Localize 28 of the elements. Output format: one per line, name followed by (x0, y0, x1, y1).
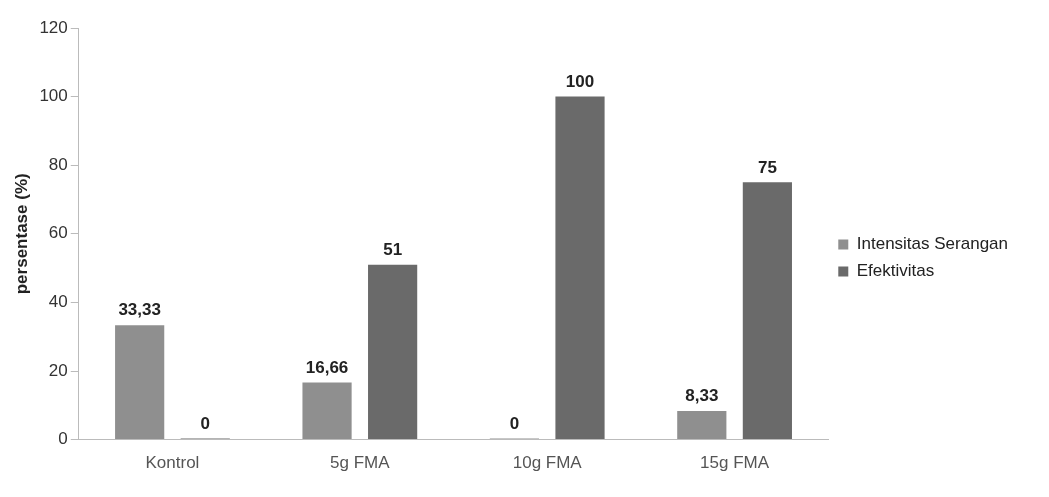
y-tick-label: 40 (48, 292, 68, 312)
bar (677, 411, 727, 440)
bar (115, 325, 165, 440)
y-tick-label: 100 (39, 86, 68, 106)
legend-label: Intensitas Serangan (856, 234, 1008, 254)
x-tick-label: 15g FMA (700, 453, 770, 473)
y-tick-label: 120 (39, 17, 68, 37)
bar (302, 382, 352, 440)
y-tick-label: 0 (58, 429, 68, 449)
data-label: 51 (383, 239, 403, 259)
x-tick-label: Kontrol (145, 453, 200, 473)
bar (368, 264, 418, 440)
data-label: 8,33 (685, 386, 719, 406)
x-tick-label: 5g FMA (330, 453, 391, 473)
y-tick-label: 60 (48, 223, 68, 243)
y-tick-label: 20 (48, 360, 68, 380)
data-label: 100 (565, 71, 595, 91)
x-tick-label: 10g FMA (512, 453, 583, 473)
legend-label: Efektivitas (856, 261, 935, 281)
data-label: 33,33 (118, 300, 161, 320)
bar (555, 96, 605, 440)
y-tick-label: 80 (48, 154, 68, 174)
data-label: 0 (509, 413, 520, 433)
data-label: 75 (757, 157, 777, 177)
y-axis-title: persentase (%) (11, 173, 31, 295)
bar (742, 182, 792, 440)
data-label: 0 (200, 413, 210, 433)
data-label: 16,66 (305, 357, 349, 377)
